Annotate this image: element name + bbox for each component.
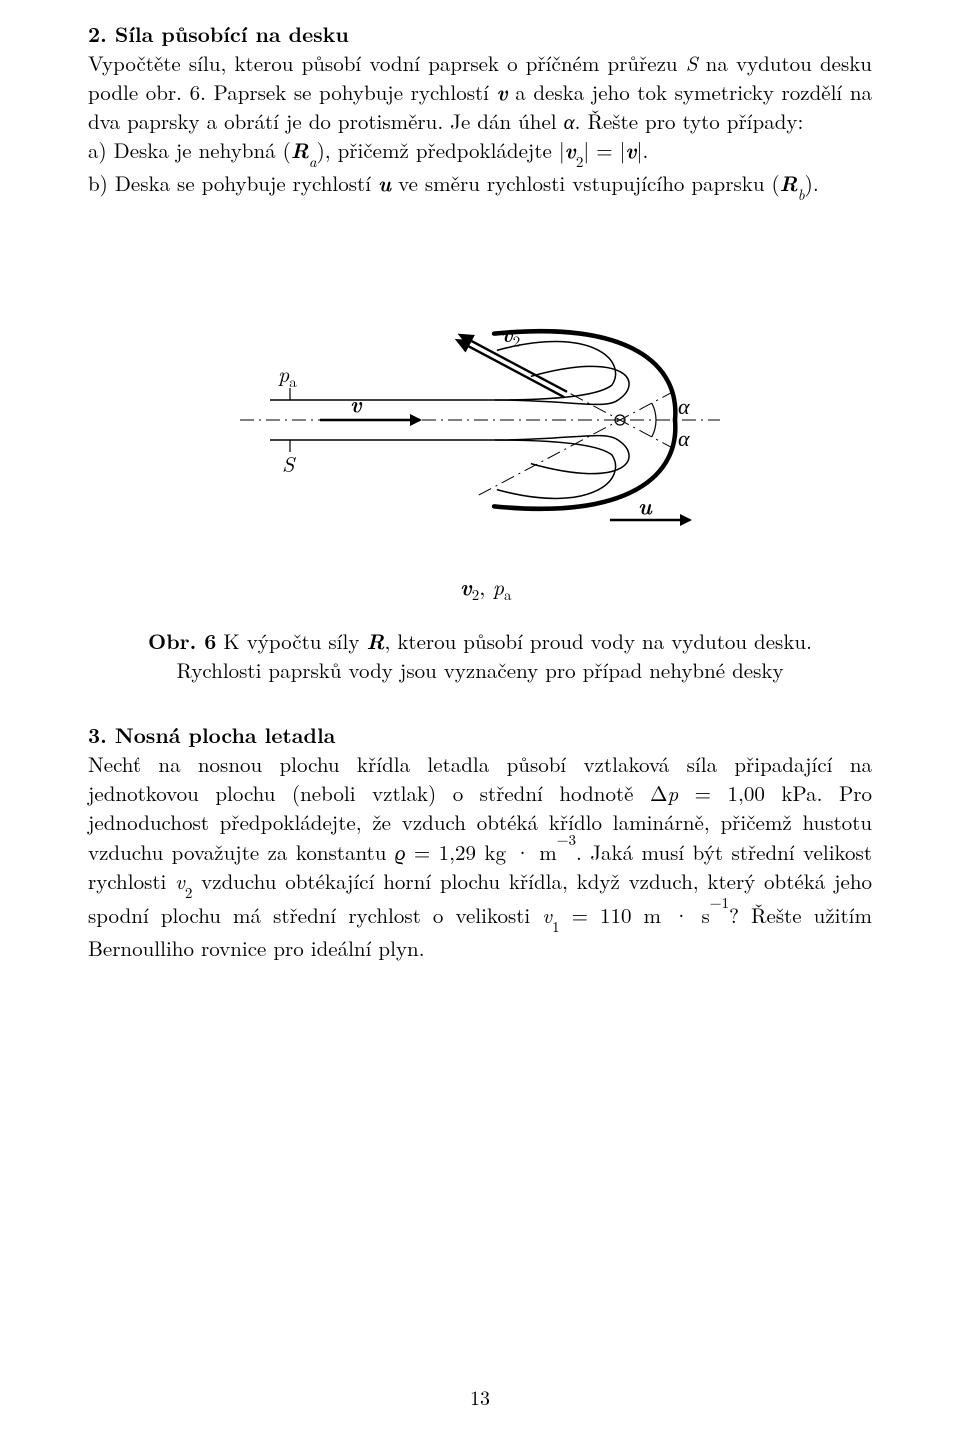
p2a-v: v bbox=[625, 135, 636, 165]
svg-text:α: α bbox=[678, 390, 690, 421]
figure-6-svg: v2 pa v Sαα u v2, pa bbox=[200, 230, 760, 610]
problem3-heading: 3. Nosná plocha letadla bbox=[88, 720, 335, 750]
p2a-2: ), přičemž předpokládejte | bbox=[317, 135, 565, 165]
p2a-v2: v bbox=[565, 135, 576, 165]
p2b-Rb-sub: b bbox=[798, 184, 805, 205]
p2-t4: . Řešte pro tyto případy: bbox=[575, 106, 804, 136]
p2a-3: | = | bbox=[583, 135, 625, 165]
p2b-2: ve směru rychlosti vstupujícího paprsku … bbox=[391, 168, 780, 198]
p3-c: = 1,29 kg · m bbox=[405, 837, 556, 867]
p3-v2sub: 2 bbox=[185, 882, 193, 903]
p3-exp1: −3 bbox=[557, 829, 576, 850]
p2b-u: u bbox=[378, 168, 391, 198]
svg-text:u: u bbox=[638, 489, 653, 521]
svg-text:pa: pa bbox=[278, 358, 297, 392]
p2-v: v bbox=[497, 77, 508, 107]
p3-f: = 110 m · s bbox=[560, 900, 710, 930]
p3-rho: ϱ bbox=[395, 837, 406, 867]
problem3-text: Nechť na nosnou plochu křídla letadla pů… bbox=[88, 750, 872, 963]
p2b-1: b) Deska se pohybuje rychlostí bbox=[88, 168, 378, 198]
problem2-item-b: b) Deska se pohybuje rychlostí u ve směr… bbox=[88, 169, 872, 202]
p2-alpha: α bbox=[564, 106, 575, 136]
p2-t1: Vypočtěte sílu, kterou působí vodní papr… bbox=[88, 48, 686, 78]
p2b-3: ). bbox=[805, 168, 819, 198]
p2b-Rb-R: R bbox=[780, 168, 798, 198]
p3-v1: v bbox=[542, 900, 552, 930]
p3-p: p bbox=[667, 778, 678, 808]
svg-text:S: S bbox=[282, 448, 296, 479]
p3-v1sub: 1 bbox=[552, 916, 560, 937]
p2a-Ra-sub: a bbox=[309, 151, 317, 172]
fig-cap-b: K výpočtu síly bbox=[216, 626, 366, 656]
fig-cap-a: Obr. 6 bbox=[148, 626, 216, 656]
problem2-heading: 2. Síla působící na desku bbox=[88, 19, 349, 49]
p2-S: S bbox=[686, 48, 698, 78]
p2a-4: |. bbox=[637, 135, 649, 165]
svg-text:v2: v2 bbox=[501, 316, 520, 351]
p2a-v2sub: 2 bbox=[576, 151, 584, 172]
svg-text:v: v bbox=[350, 387, 363, 419]
p2a-1: a) Deska je nehybná ( bbox=[88, 135, 291, 165]
p3-v2: v bbox=[175, 866, 185, 896]
p2a-Ra-R: R bbox=[291, 135, 309, 165]
figure-6-caption: Obr. 6 K výpočtu síly R, kterou působí p… bbox=[130, 627, 830, 685]
fig-cap-R: R bbox=[366, 626, 384, 656]
p3-exp2: −1 bbox=[710, 892, 729, 913]
svg-text:v2, pa: v2, pa bbox=[460, 570, 512, 605]
page-number: 13 bbox=[0, 1383, 960, 1411]
problem2-text: Vypočtěte sílu, kterou působí vodní papr… bbox=[88, 49, 872, 136]
svg-text:α: α bbox=[678, 422, 690, 453]
figure-6: v2 pa v Sαα u v2, pa bbox=[88, 230, 872, 617]
problem2-item-a: a) Deska je nehybná (Ra), přičemž předpo… bbox=[88, 136, 872, 169]
